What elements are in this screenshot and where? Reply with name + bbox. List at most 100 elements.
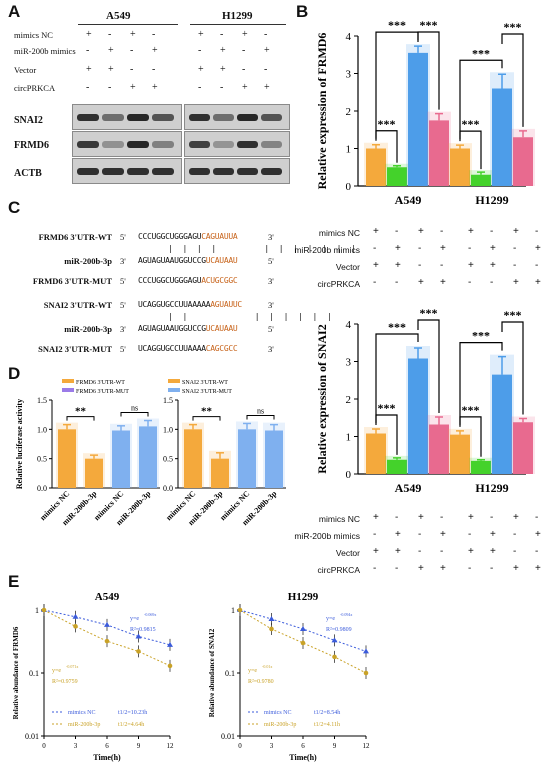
prime-label: 5' xyxy=(120,276,126,286)
y-axis-label: Relative expression of FRMD6 xyxy=(315,33,329,190)
sign-mark: - xyxy=(86,82,90,93)
bar xyxy=(238,429,256,488)
panel-label-c: C xyxy=(8,198,21,217)
y-tick-label: 0.1 xyxy=(29,669,39,678)
blot-band xyxy=(213,168,234,175)
sequence-highlight: CAGCGCC xyxy=(205,344,238,353)
y-tick-label: 4 xyxy=(346,31,352,43)
sequence-name: FRMD6 3'UTR-WT xyxy=(38,232,112,242)
blot-band xyxy=(261,114,282,121)
sign-mark: - xyxy=(440,226,444,237)
significance-mark: ** xyxy=(201,406,213,418)
sign-mark: + xyxy=(440,243,446,254)
y-tick-label: 0.01 xyxy=(25,732,39,741)
sign-mark: + xyxy=(86,64,92,75)
fit-exponent: -0.094x xyxy=(340,612,352,617)
sequence-name: SNAI2 3'UTR-WT xyxy=(43,300,112,310)
sign-mark: + xyxy=(535,243,541,254)
sign-mark: + xyxy=(395,529,401,540)
fit-r2: R²=0.9759 xyxy=(52,679,78,685)
prime-label: 5' xyxy=(120,232,126,242)
sign-mark: + xyxy=(130,29,136,40)
sequence-highlight: UCAUAAU xyxy=(205,256,238,265)
y-tick-label: 2 xyxy=(346,394,352,406)
sign-mark: + xyxy=(440,529,446,540)
sign-mark: - xyxy=(440,512,444,523)
prime-label: 3' xyxy=(120,256,126,266)
x-category-label: A549 xyxy=(395,481,422,495)
significance-mark: *** xyxy=(462,117,480,131)
blot-strip xyxy=(72,158,182,184)
sign-mark: - xyxy=(468,563,472,574)
x-tick-label: 3 xyxy=(74,742,78,750)
sign-mark: + xyxy=(395,243,401,254)
y-tick-label: 1.5 xyxy=(163,396,173,405)
bar xyxy=(471,460,491,474)
prime-label: 5' xyxy=(120,300,126,310)
sign-mark: - xyxy=(242,45,246,56)
sign-mark: - xyxy=(535,512,539,523)
prime-label: 3' xyxy=(268,232,274,242)
blot-band xyxy=(152,168,174,175)
sequence-plain: AGUAGUAAUGGUCCG xyxy=(138,256,206,265)
treatment-label: circPRKCA xyxy=(317,279,360,289)
sign-mark: - xyxy=(395,563,399,574)
sign-mark: - xyxy=(108,82,112,93)
half-life: t1/2=4.11h xyxy=(314,722,340,728)
blot-band xyxy=(213,141,234,148)
bar xyxy=(408,358,428,474)
sign-mark: - xyxy=(198,45,202,56)
bar xyxy=(450,434,470,474)
blot-label-actb: ACTB xyxy=(14,168,42,179)
fit-equation: y=e xyxy=(52,668,61,674)
prime-label: 3' xyxy=(120,324,126,334)
data-point xyxy=(136,649,141,654)
fit-equation: y=e xyxy=(248,668,257,674)
blot-strip xyxy=(184,104,290,130)
sign-mark: + xyxy=(490,243,496,254)
bar xyxy=(450,148,470,186)
data-point xyxy=(73,624,78,629)
data-point xyxy=(167,663,173,669)
sign-mark: + xyxy=(220,45,226,56)
sequence-plain: CCCUGGCUGGGAGU xyxy=(138,276,202,285)
bar xyxy=(513,422,533,474)
condition-label: miR-200b mimics xyxy=(14,46,76,56)
sign-mark: - xyxy=(373,563,377,574)
significance-mark: *** xyxy=(378,117,396,131)
sign-mark: - xyxy=(395,226,399,237)
sign-mark: - xyxy=(535,546,539,557)
data-point xyxy=(237,607,243,613)
bar xyxy=(139,426,157,488)
treatment-label: mimics NC xyxy=(318,228,360,238)
sign-mark: - xyxy=(130,64,134,75)
x-tick-label: 6 xyxy=(105,742,109,750)
panel-label-b: B xyxy=(296,2,309,21)
sign-mark: + xyxy=(490,546,496,557)
x-axis-label: Time(h) xyxy=(289,753,317,762)
sign-mark: + xyxy=(418,512,424,523)
bar xyxy=(265,430,283,488)
sequence-highlight: AGUAUUC xyxy=(210,300,242,309)
sign-mark: + xyxy=(264,45,270,56)
sign-mark: - xyxy=(264,29,268,40)
sign-mark: - xyxy=(220,82,224,93)
sign-mark: + xyxy=(418,226,424,237)
y-tick-label: 1 xyxy=(231,606,235,615)
sign-mark: + xyxy=(130,82,136,93)
y-axis-label: Relative abundance of SNAI2 xyxy=(208,628,216,717)
legend-label: miR-200b-3p xyxy=(68,722,100,728)
y-tick-label: 1 xyxy=(35,606,39,615)
sign-mark: - xyxy=(152,64,156,75)
sign-mark: - xyxy=(490,226,494,237)
sign-mark: - xyxy=(490,512,494,523)
sequence-name: SNAI2 3'UTR-MUT xyxy=(38,344,112,354)
sign-mark: - xyxy=(418,260,422,271)
sequence-name: FRMD6 3'UTR-MUT xyxy=(32,276,112,286)
sign-mark: - xyxy=(152,29,156,40)
data-point xyxy=(269,626,274,632)
significance-mark: *** xyxy=(504,308,522,322)
sign-mark: - xyxy=(130,45,134,56)
sign-mark: - xyxy=(395,512,399,523)
sign-mark: - xyxy=(468,529,472,540)
